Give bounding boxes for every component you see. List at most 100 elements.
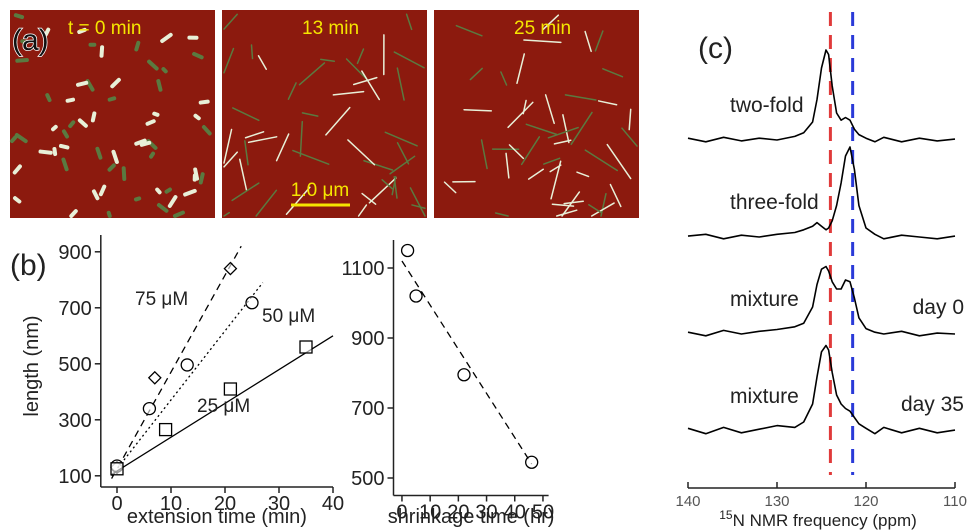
x-tick-label: 130 [764, 493, 789, 510]
afm-feature [121, 166, 127, 182]
x-axis-label: extension time (min) [127, 506, 307, 528]
panel-label: (c) [698, 32, 733, 65]
afm-feature [363, 159, 394, 171]
afm-feature [542, 14, 560, 31]
fit-line [401, 260, 533, 465]
afm-feature [508, 144, 525, 160]
afm-image [434, 10, 639, 218]
afm-feature [275, 133, 290, 162]
y-axis-label: length (nm) [21, 315, 43, 416]
afm-feature [68, 120, 76, 129]
x-axis-label: shrinkage time (hr) [388, 506, 555, 528]
image-label: t = 0 min [68, 18, 141, 39]
spectrum [687, 49, 956, 143]
fit-line [111, 282, 264, 477]
series-label: 50 μM [262, 306, 315, 327]
afm-feature [393, 51, 425, 69]
afm-feature [494, 212, 509, 217]
x-tick-label: 120 [853, 493, 878, 510]
afm-feature [111, 149, 119, 164]
point [180, 358, 194, 372]
afm-feature [396, 142, 410, 165]
afm-feature [299, 120, 304, 157]
afm-feature [597, 100, 618, 106]
afm-feature [320, 58, 336, 62]
point [400, 243, 415, 258]
afm-image [10, 10, 215, 218]
afm-feature [332, 90, 365, 96]
afm-feature [223, 47, 235, 74]
point [223, 382, 238, 396]
y-tick-label: 100 [58, 466, 91, 488]
afm-feature [75, 80, 89, 87]
afm-feature [285, 186, 311, 216]
point [457, 368, 471, 382]
afm-feature [409, 187, 426, 217]
afm-feature [244, 131, 265, 139]
afm-feature [381, 179, 393, 190]
panel-label: (a) [12, 24, 49, 57]
point [158, 422, 173, 437]
afm-feature [160, 32, 173, 44]
point [409, 289, 423, 303]
afm-feature [391, 175, 397, 196]
x-axis-label: 15N NMR frequency (ppm) [719, 508, 917, 530]
point [223, 261, 238, 276]
fit-line [111, 245, 242, 479]
spectrum-note: day 35 [901, 393, 964, 416]
afm-feature [500, 71, 508, 86]
afm-feature [550, 160, 562, 200]
afm-feature [134, 138, 147, 146]
afm-feature [198, 172, 205, 185]
point [245, 296, 259, 310]
afm-feature [292, 149, 330, 165]
afm-feature [516, 53, 526, 85]
afm-feature [570, 111, 593, 146]
afm-feature [231, 182, 260, 202]
afm-feature [95, 146, 103, 160]
afm-feature [69, 209, 78, 218]
afm-feature [361, 192, 377, 205]
afm-feature [553, 139, 572, 145]
image-label: 25 min [514, 18, 571, 39]
x-tick-label: 40 [322, 493, 344, 515]
x-axis-label-text: N NMR frequency (ppm) [733, 511, 917, 530]
afm-feature [198, 99, 210, 105]
afm-feature [389, 155, 416, 175]
spectrum-label: mixture [730, 288, 799, 311]
fit-line [111, 335, 334, 475]
x-tick-label: 20 [214, 493, 236, 515]
spectrum [687, 344, 956, 435]
afm-feature [505, 152, 510, 179]
afm-feature [77, 27, 87, 34]
y-tick-label: 300 [58, 410, 91, 432]
afm-feature [250, 44, 254, 60]
y-tick-label: 1100 [341, 258, 384, 280]
afm-feature [91, 189, 100, 201]
x-tick-label: 20 [447, 502, 469, 524]
afm-feature [107, 96, 117, 102]
afm-feature [90, 111, 97, 123]
afm-feature [564, 94, 597, 101]
afm-feature [600, 192, 607, 217]
afm-feature [61, 157, 69, 172]
x-tick-label: 30 [475, 502, 497, 524]
series-label: 25 μM [197, 396, 250, 417]
afm-feature [20, 39, 28, 45]
y-tick-label: 500 [58, 354, 91, 376]
afm-feature [15, 58, 29, 63]
afm-feature [156, 203, 169, 213]
afm-feature [77, 118, 88, 128]
afm-feature [145, 119, 156, 126]
afm-feature [384, 131, 418, 147]
afm-feature [183, 188, 197, 197]
afm-feature [99, 45, 105, 58]
afm-feature [58, 143, 70, 150]
afm-feature [347, 139, 376, 166]
afm-feature [45, 93, 52, 103]
afm-feature [149, 151, 156, 159]
y-tick-label: 900 [351, 328, 384, 350]
afm-feature [325, 106, 351, 136]
afm-feature [52, 146, 58, 157]
